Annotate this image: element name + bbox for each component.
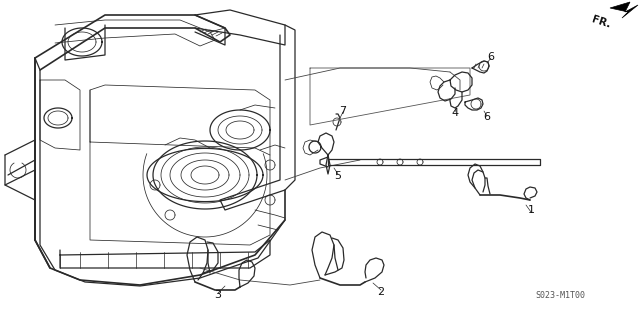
Text: 5: 5 [335, 171, 342, 181]
Text: 7: 7 [339, 106, 347, 116]
Text: 6: 6 [483, 112, 490, 122]
Text: S023-M1T00: S023-M1T00 [535, 291, 585, 300]
Text: 1: 1 [527, 205, 534, 215]
Text: FR.: FR. [590, 14, 611, 30]
Text: 4: 4 [451, 108, 459, 118]
Text: 6: 6 [488, 52, 495, 62]
Text: 2: 2 [378, 287, 385, 297]
Text: 3: 3 [214, 290, 221, 300]
Polygon shape [610, 2, 638, 18]
